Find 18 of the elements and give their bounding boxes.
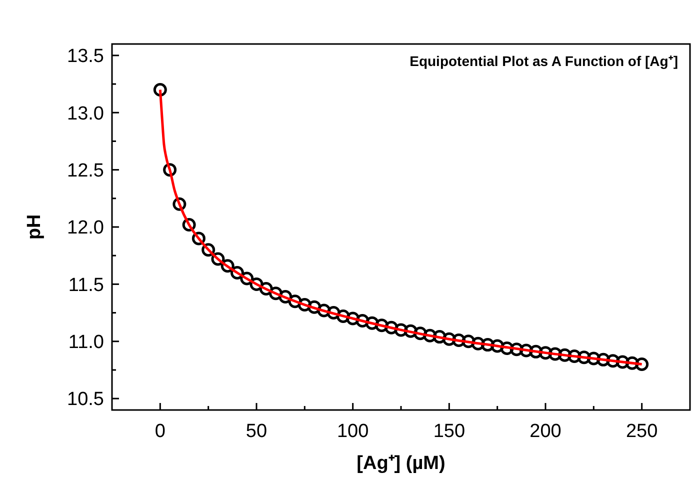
y-tick-label: 11.0	[68, 332, 104, 354]
y-axis-title: pH	[24, 214, 45, 240]
x-tick-label: 50	[246, 421, 268, 442]
point	[153, 83, 167, 96]
point	[635, 358, 649, 371]
x-tick-label: 100	[336, 421, 369, 442]
text: Equipotential Plot as A Function of [Ag⁺]	[410, 53, 678, 69]
y-tick-label: 10.5	[67, 389, 104, 410]
x-tick-label: 200	[530, 421, 562, 442]
y-tick-label: 13.0	[67, 103, 104, 124]
x-tick-label: 150	[433, 421, 466, 442]
y-tick-label: 12.5	[67, 160, 104, 182]
y-tick-label: 13.5	[67, 46, 104, 68]
x-axis-title: [Ag⁺] (µM)	[356, 453, 446, 474]
x-tick-label: 0	[154, 421, 166, 442]
y-tick-label: 11.5	[68, 274, 104, 296]
x-tick-label: 250	[626, 421, 658, 442]
y-tick-label: 12.0	[67, 218, 104, 239]
